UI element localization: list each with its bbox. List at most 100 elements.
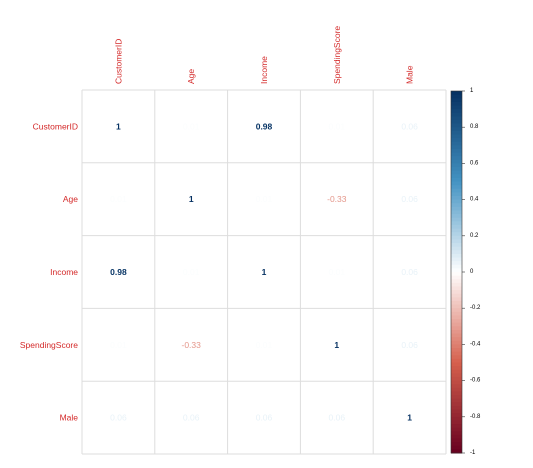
- heatmap-cell: [300, 381, 374, 454]
- colorbar-segment: [451, 127, 462, 132]
- cell-value: 0.98: [256, 121, 273, 131]
- colorbar-tick-label: 0.6: [470, 160, 479, 166]
- heatmap-cell: [82, 235, 155, 309]
- colorbar-segment: [451, 286, 462, 291]
- colorbar-segment: [451, 94, 462, 99]
- cell-value: 0.01: [329, 121, 346, 131]
- colorbar-segment: [451, 315, 462, 320]
- colorbar-segment: [451, 152, 462, 157]
- heatmap-cell: [373, 381, 446, 454]
- column-label: Income: [259, 56, 269, 84]
- colorbar-segment: [451, 297, 462, 302]
- cell-value: 0.01: [329, 267, 346, 277]
- cell-value: 0.06: [401, 340, 418, 350]
- column-label: CustomerID: [113, 39, 123, 84]
- row-label: SpendingScore: [20, 340, 78, 350]
- colorbar-segment: [451, 384, 462, 389]
- colorbar-segment: [451, 272, 462, 277]
- heatmap-cell: [300, 90, 374, 163]
- colorbar-segment: [451, 239, 462, 244]
- colorbar-segment: [451, 427, 462, 432]
- heatmap-cell: [300, 162, 374, 236]
- colorbar-tick-label: 0.2: [470, 233, 479, 239]
- cell-value: 0.06: [329, 413, 346, 423]
- colorbar-segment: [451, 449, 462, 454]
- colorbar-segment: [451, 387, 462, 392]
- colorbar-segment: [451, 112, 462, 117]
- cell-value: 0.06: [401, 267, 418, 277]
- colorbar-segment: [451, 369, 462, 374]
- cell-value: 0.01: [183, 267, 200, 277]
- colorbar-segment: [451, 366, 462, 371]
- heatmap-cell: [373, 235, 446, 309]
- colorbar-tick-label: -0.8: [470, 414, 481, 420]
- colorbar-segment: [451, 243, 462, 248]
- colorbar-segment: [451, 253, 462, 259]
- colorbar-segment: [451, 322, 462, 327]
- colorbar-tick-label: 0.8: [470, 124, 479, 130]
- colorbar-segment: [451, 380, 462, 385]
- colorbar-segment: [451, 214, 462, 219]
- colorbar-segment: [451, 228, 462, 233]
- colorbar-segment: [451, 391, 462, 396]
- cell-value: 0.06: [256, 413, 273, 423]
- colorbar-segment: [451, 264, 462, 269]
- colorbar-segment: [451, 199, 462, 204]
- column-labels: CustomerID Age Income SpendingScore Male: [113, 26, 414, 84]
- heatmap-cell: [154, 90, 228, 163]
- colorbar-segment: [451, 250, 462, 255]
- colorbar-segment: [451, 351, 462, 356]
- colorbar-segment: [451, 445, 462, 450]
- heatmap-cell: [227, 308, 301, 382]
- heatmap-cell: [373, 162, 446, 236]
- colorbar-segment: [451, 123, 462, 128]
- colorbar-segment: [451, 420, 462, 425]
- cell-value: 0.01: [183, 121, 200, 131]
- row-labels: CustomerID Age Income SpendingScore Male: [20, 121, 78, 422]
- grid-lines: [81, 89, 447, 455]
- colorbar-segment: [451, 134, 462, 139]
- colorbar-segment: [451, 319, 462, 324]
- colorbar-segment: [451, 373, 462, 378]
- heatmap-cell: [227, 381, 301, 454]
- row-label: Income: [50, 267, 78, 277]
- colorbar-segment: [451, 163, 462, 168]
- colorbar-segment: [451, 344, 462, 349]
- colorbar-tick-label: 0.4: [470, 197, 479, 203]
- colorbar-tick-label: -0.2: [470, 305, 481, 311]
- colorbar-segment: [451, 167, 462, 172]
- cell-value: 1: [407, 413, 412, 423]
- heatmap-cell: [373, 308, 446, 382]
- colorbar-segment: [451, 188, 462, 193]
- cell-value: 0.01: [110, 194, 127, 204]
- heatmap-cell: [227, 235, 301, 309]
- colorbar-segment: [451, 91, 462, 96]
- colorbar-segment: [451, 395, 462, 400]
- colorbar-segment: [451, 413, 462, 418]
- colorbar-segment: [451, 174, 462, 179]
- cell-value: 0.06: [183, 413, 200, 423]
- colorbar-segment: [451, 138, 462, 143]
- colorbar-segment: [451, 170, 462, 175]
- heatmap-cells: [82, 90, 446, 454]
- colorbar-tick-label: -0.6: [470, 378, 481, 384]
- colorbar-segment: [451, 293, 462, 298]
- column-label: SpendingScore: [332, 26, 342, 84]
- cell-value: 1: [116, 121, 121, 131]
- colorbar-segment: [451, 362, 462, 367]
- row-label: CustomerID: [33, 121, 78, 131]
- colorbar-segment: [451, 235, 462, 240]
- colorbar-segment: [451, 105, 462, 110]
- colorbar-segment: [451, 405, 462, 411]
- row-label: Male: [60, 413, 79, 423]
- colorbar-segment: [451, 261, 462, 266]
- cell-value: -0.33: [182, 340, 202, 350]
- cell-value: 0.98: [110, 267, 127, 277]
- colorbar-segment: [451, 333, 462, 338]
- heatmap-cell: [82, 308, 155, 382]
- cell-value: 1: [189, 194, 194, 204]
- cell-value: 0.01: [256, 194, 273, 204]
- colorbar-segment: [451, 195, 462, 201]
- colorbar-segment: [451, 148, 462, 154]
- colorbar-segment: [451, 290, 462, 295]
